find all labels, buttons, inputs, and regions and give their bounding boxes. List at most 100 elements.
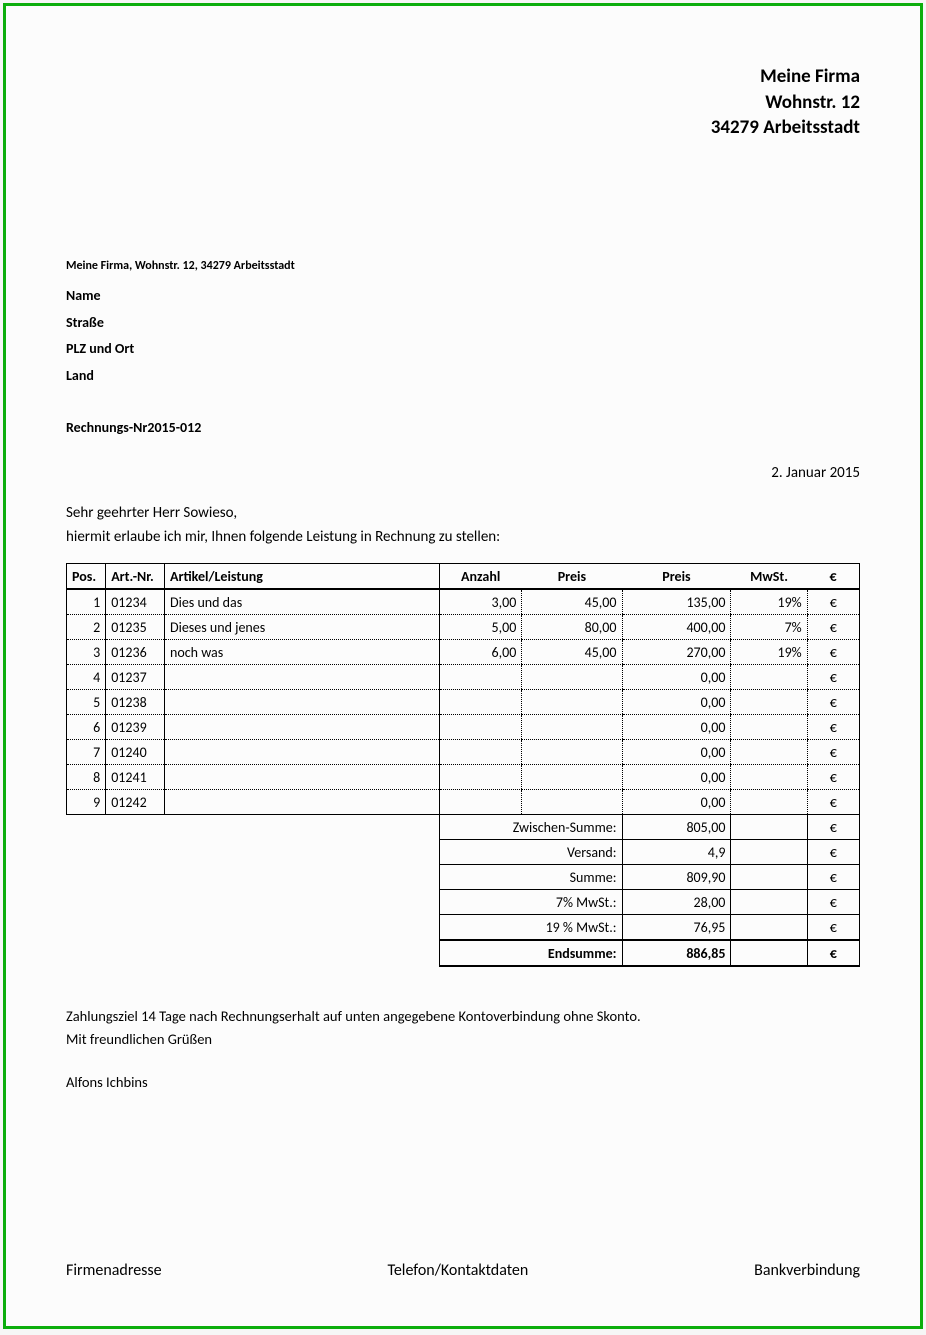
totals-row: Endsumme:886,85 € [67,940,860,966]
cell: 01239 [106,714,165,739]
cell: € [807,739,859,764]
footer-right: Bankverbindung [754,1261,860,1280]
totals-row: 7% MwSt.:28,00€ [67,889,860,914]
cell: 8 [67,764,106,789]
sender-city: 34279 Arbeitsstadt [66,115,860,141]
footer-center: Telefon/Kontaktdaten [387,1261,528,1280]
col-eur: € [807,563,859,589]
return-address: Meine Firma, Wohnstr. 12, 34279 Arbeitss… [66,259,860,273]
cell [522,739,622,764]
totals-value: 28,00 [622,889,731,914]
salutation: Sehr geehrter Herr Sowieso, [66,502,860,525]
cell-empty [106,814,165,839]
cell-empty [106,889,165,914]
cell: 01237 [106,664,165,689]
col-pos: Pos. [67,563,106,589]
cell: 01241 [106,764,165,789]
cell: 01238 [106,689,165,714]
cell-empty [106,864,165,889]
payment-terms: Zahlungsziel 14 Tage nach Rechnungserhal… [66,1005,860,1028]
totals-value: 805,00 [622,814,731,839]
cell: 19% [731,639,807,664]
cell-empty [731,889,807,914]
table-row: 9012420,00€ [67,789,860,814]
cell-empty [106,914,165,940]
cell: 3,00 [439,589,522,615]
cell-empty [67,839,106,864]
totals-currency: € [807,940,859,966]
totals-row: Zwischen-Summe:805,00€ [67,814,860,839]
col-unitp: Preis [522,563,622,589]
col-qty: Anzahl [439,563,522,589]
invoice-page: Meine Firma Wohnstr. 12 34279 Arbeitssta… [3,3,923,1329]
totals-currency: € [807,864,859,889]
cell [522,689,622,714]
intro-line: hiermit erlaube ich mir, Ihnen folgende … [66,526,860,549]
cell: 01236 [106,639,165,664]
cell-empty [731,940,807,966]
cell [731,764,807,789]
col-linep: Preis [622,563,731,589]
cell [165,739,440,764]
cell [522,714,622,739]
sender-address-block: Meine Firma Wohnstr. 12 34279 Arbeitssta… [66,64,860,141]
table-row: 5012380,00€ [67,689,860,714]
cell: € [807,789,859,814]
col-artnr: Art.-Nr. [106,563,165,589]
cell: € [807,639,859,664]
cell: Dieses und jenes [165,614,440,639]
cell-empty [165,940,440,966]
cell: € [807,589,859,615]
totals-value: 76,95 [622,914,731,940]
cell: 4 [67,664,106,689]
sender-name: Meine Firma [66,64,860,90]
totals-currency: € [807,839,859,864]
cell-empty [165,889,440,914]
invoice-number-line: Rechnungs-Nr2015-012 [66,419,860,436]
cell: 0,00 [622,664,731,689]
cell: 9 [67,789,106,814]
col-desc: Artikel/Leistung [165,563,440,589]
cell: 19% [731,589,807,615]
cell: 3 [67,639,106,664]
totals-label: Versand: [439,839,622,864]
cell: 6,00 [439,639,522,664]
cell: 0,00 [622,764,731,789]
table-row: 301236noch was6,0045,00270,0019%€ [67,639,860,664]
table-row: 7012400,00€ [67,739,860,764]
cell-empty [165,914,440,940]
cell: 01242 [106,789,165,814]
cell [731,664,807,689]
totals-value: 886,85 [622,940,731,966]
cell: 0,00 [622,689,731,714]
cell: 6 [67,714,106,739]
cell: 45,00 [522,589,622,615]
recipient-country: Land [66,363,860,390]
cell: noch was [165,639,440,664]
cell [522,764,622,789]
cell [522,789,622,814]
closing-block: Zahlungsziel 14 Tage nach Rechnungserhal… [66,1005,860,1051]
cell: 135,00 [622,589,731,615]
totals-currency: € [807,914,859,940]
cell-empty [731,914,807,940]
greeting: Mit freundlichen Grüßen [66,1028,860,1051]
cell-empty [67,940,106,966]
cell [731,689,807,714]
table-row: 8012410,00€ [67,764,860,789]
recipient-name: Name [66,283,860,310]
totals-label: 19 % MwSt.: [439,914,622,940]
cell: Dies und das [165,589,440,615]
cell: € [807,714,859,739]
table-row: 6012390,00€ [67,714,860,739]
cell-empty [67,864,106,889]
totals-currency: € [807,889,859,914]
table-row: 201235Dieses und jenes5,0080,00400,007%€ [67,614,860,639]
cell [731,739,807,764]
totals-label: Endsumme: [439,940,622,966]
cell-empty [67,914,106,940]
cell [439,789,522,814]
totals-value: 4,9 [622,839,731,864]
cell-empty [106,839,165,864]
recipient-city: PLZ und Ort [66,336,860,363]
